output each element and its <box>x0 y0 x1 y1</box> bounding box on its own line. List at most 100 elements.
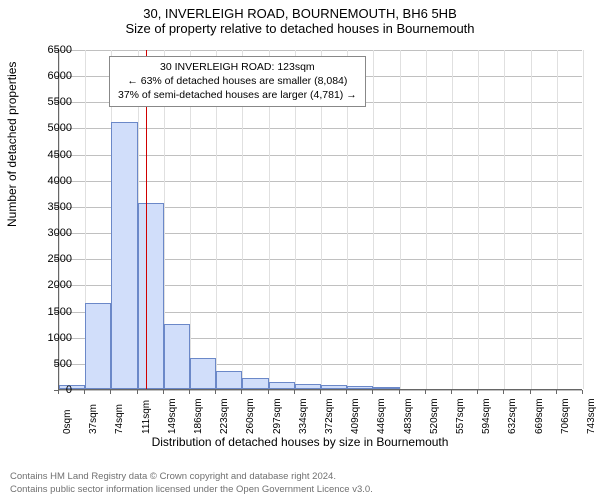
chart-title-address: 30, INVERLEIGH ROAD, BOURNEMOUTH, BH6 5H… <box>0 6 600 21</box>
y-tick-label: 3500 <box>32 201 72 213</box>
y-tick-label: 5500 <box>32 96 72 108</box>
x-tick-mark <box>320 390 321 394</box>
histogram-bar <box>85 303 111 389</box>
x-tick-label: 669sqm <box>534 398 545 434</box>
y-tick-label: 6500 <box>32 44 72 56</box>
x-tick-label: 260sqm <box>245 398 256 434</box>
x-tick-mark <box>451 390 452 394</box>
x-tick-mark <box>372 390 373 394</box>
x-tick-label: 409sqm <box>350 398 361 434</box>
y-tick-mark <box>54 76 58 77</box>
y-tick-label: 3000 <box>32 227 72 239</box>
y-tick-mark <box>54 102 58 103</box>
x-tick-mark <box>425 390 426 394</box>
info-box-line1: 30 INVERLEIGH ROAD: 123sqm <box>118 60 357 74</box>
info-box: 30 INVERLEIGH ROAD: 123sqm ← 63% of deta… <box>109 56 366 107</box>
x-tick-mark <box>582 390 583 394</box>
histogram-bar <box>190 358 216 389</box>
x-tick-mark <box>110 390 111 394</box>
histogram-bar <box>242 378 268 390</box>
y-tick-label: 500 <box>32 358 72 370</box>
x-tick-mark <box>215 390 216 394</box>
x-axis-label: Distribution of detached houses by size … <box>0 435 600 449</box>
x-tick-mark <box>477 390 478 394</box>
histogram-bar <box>373 387 399 389</box>
plot-area: 30 INVERLEIGH ROAD: 123sqm ← 63% of deta… <box>58 50 582 390</box>
x-tick-label: 149sqm <box>167 398 178 434</box>
grid-line-v <box>452 50 453 389</box>
x-tick-mark <box>163 390 164 394</box>
histogram-bar <box>138 203 164 389</box>
footer: Contains HM Land Registry data © Crown c… <box>10 471 373 496</box>
y-tick-mark <box>54 207 58 208</box>
grid-line-v <box>373 50 374 389</box>
x-tick-mark <box>241 390 242 394</box>
histogram-bar <box>295 384 321 389</box>
y-tick-label: 4500 <box>32 149 72 161</box>
x-tick-label: 74sqm <box>114 404 125 434</box>
x-tick-label: 557sqm <box>455 398 466 434</box>
x-tick-label: 372sqm <box>324 398 335 434</box>
x-tick-mark <box>399 390 400 394</box>
grid-line-v <box>400 50 401 389</box>
y-axis-label: Number of detached properties <box>5 62 19 227</box>
grid-line-v <box>504 50 505 389</box>
x-tick-label: 706sqm <box>560 398 571 434</box>
x-tick-label: 520sqm <box>429 398 440 434</box>
footer-line2: Contains public sector information licen… <box>10 484 373 496</box>
x-tick-label: 594sqm <box>481 398 492 434</box>
x-tick-label: 334sqm <box>298 398 309 434</box>
info-box-line2: ← 63% of detached houses are smaller (8,… <box>118 74 357 88</box>
info-box-line3: 37% of semi-detached houses are larger (… <box>118 88 357 102</box>
grid-line-v <box>557 50 558 389</box>
grid-line-v <box>583 50 584 389</box>
grid-line-v <box>478 50 479 389</box>
x-tick-mark <box>294 390 295 394</box>
x-tick-label: 632sqm <box>507 398 518 434</box>
x-tick-label: 743sqm <box>586 398 597 434</box>
chart-container: 30, INVERLEIGH ROAD, BOURNEMOUTH, BH6 5H… <box>0 6 600 461</box>
x-tick-mark <box>58 390 59 394</box>
y-tick-label: 4000 <box>32 175 72 187</box>
y-tick-mark <box>54 338 58 339</box>
y-tick-label: 1000 <box>32 332 72 344</box>
x-tick-mark <box>556 390 557 394</box>
histogram-bar <box>164 324 190 389</box>
y-tick-label: 5000 <box>32 122 72 134</box>
x-tick-mark <box>346 390 347 394</box>
x-tick-mark <box>137 390 138 394</box>
y-tick-label: 2500 <box>32 253 72 265</box>
y-tick-mark <box>54 155 58 156</box>
y-tick-mark <box>54 259 58 260</box>
x-tick-mark <box>268 390 269 394</box>
grid-line-v <box>531 50 532 389</box>
y-tick-label: 0 <box>32 384 72 396</box>
footer-line1: Contains HM Land Registry data © Crown c… <box>10 471 373 483</box>
x-tick-label: 186sqm <box>193 398 204 434</box>
x-tick-label: 483sqm <box>403 398 414 434</box>
x-tick-label: 297sqm <box>272 398 283 434</box>
y-tick-label: 2000 <box>32 279 72 291</box>
grid-line-v <box>426 50 427 389</box>
x-tick-mark <box>84 390 85 394</box>
histogram-bar <box>347 386 373 389</box>
x-tick-mark <box>503 390 504 394</box>
y-tick-mark <box>54 128 58 129</box>
y-tick-label: 1500 <box>32 306 72 318</box>
x-tick-mark <box>189 390 190 394</box>
histogram-bar <box>111 122 137 389</box>
x-tick-label: 37sqm <box>88 404 99 434</box>
x-tick-mark <box>530 390 531 394</box>
y-tick-label: 6000 <box>32 70 72 82</box>
y-tick-mark <box>54 285 58 286</box>
x-tick-label: 111sqm <box>141 400 152 434</box>
histogram-bar <box>321 385 347 389</box>
y-tick-mark <box>54 364 58 365</box>
y-tick-mark <box>54 50 58 51</box>
x-tick-label: 223sqm <box>219 398 230 434</box>
x-tick-label: 0sqm <box>62 410 73 434</box>
y-tick-mark <box>54 233 58 234</box>
x-tick-label: 446sqm <box>376 398 387 434</box>
histogram-bar <box>216 371 242 389</box>
y-tick-mark <box>54 312 58 313</box>
